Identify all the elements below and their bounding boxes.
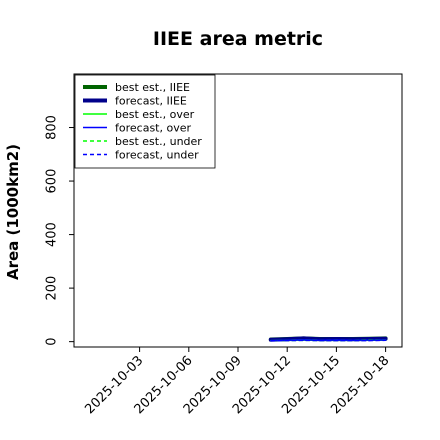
legend-label: best est., under [115, 135, 202, 148]
legend-box [74, 74, 216, 169]
legend-label: best est., over [115, 108, 195, 121]
legend-label: best est., IIEE [115, 81, 190, 94]
y-tick-label: 800 [45, 115, 60, 140]
y-tick-label: 0 [45, 338, 60, 346]
legend-label: forecast, over [115, 122, 191, 135]
y-tick-label: 600 [45, 169, 60, 194]
y-axis-label: Area (1000km2) [4, 144, 22, 280]
plot-area: 02004006008002025-10-032025-10-062025-10… [45, 73, 403, 417]
legend-label: forecast, IIEE [115, 95, 187, 108]
series-line [268, 336, 388, 342]
chart-title: IIEE area metric [153, 28, 323, 50]
y-tick-label: 200 [45, 276, 60, 301]
y-tick-label: 400 [45, 222, 60, 247]
legend-label: forecast, under [115, 149, 199, 162]
series-line [270, 339, 387, 342]
